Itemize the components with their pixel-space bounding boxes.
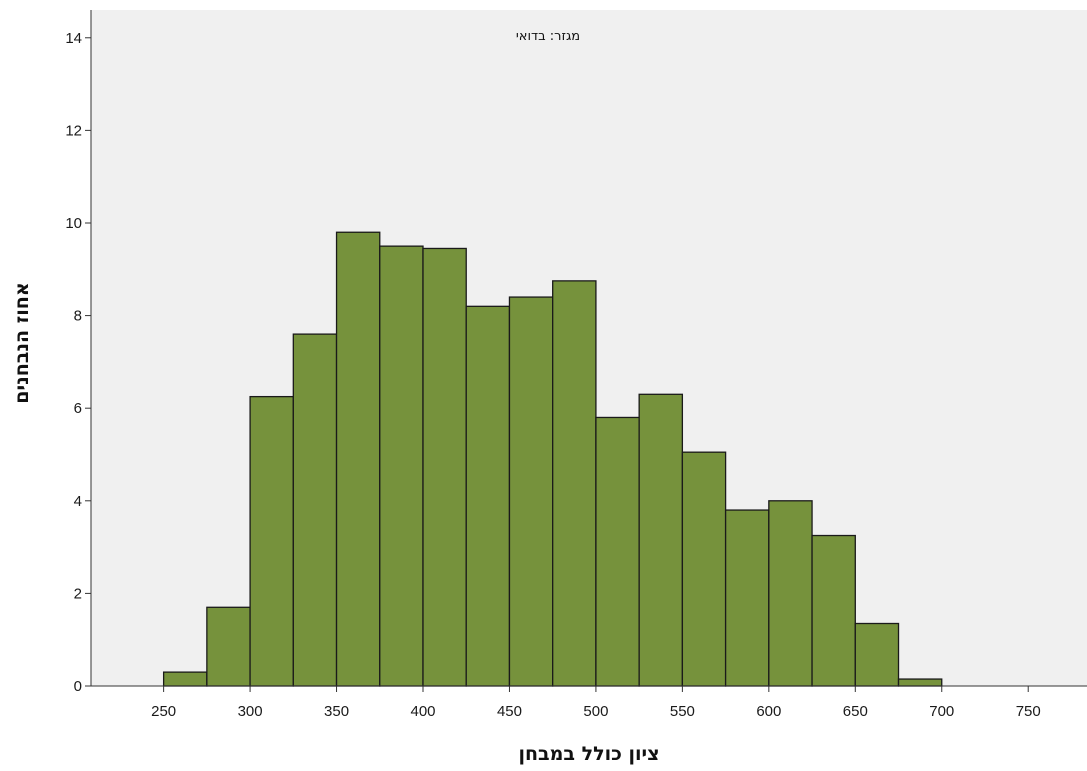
- x-tick-label: 500: [583, 703, 608, 720]
- y-tick-label: 2: [74, 585, 82, 602]
- x-tick-label: 750: [1016, 703, 1041, 720]
- histogram-bar: [768, 500, 813, 687]
- chart-title: מגזר: בדואי: [516, 29, 580, 44]
- histogram-bar: [811, 534, 856, 687]
- histogram-bar: [508, 296, 554, 687]
- histogram-bar: [897, 678, 943, 687]
- x-tick-label: 450: [497, 703, 522, 720]
- histogram-bar: [335, 231, 381, 687]
- histogram-bar: [379, 245, 424, 687]
- histogram-bar: [724, 509, 770, 687]
- y-tick-label: 0: [74, 678, 82, 695]
- histogram-bar: [552, 280, 597, 687]
- axes-group: 0 2 4 6 8 10 12 14 250 300 350 400 450 500 550 600 650 70…: [65, 10, 1087, 720]
- y-tick-label: 12: [65, 122, 82, 139]
- histogram-bar: [422, 247, 467, 687]
- y-tick-label: 6: [74, 400, 82, 417]
- histogram-bar: [206, 606, 251, 687]
- y-tick-label: 4: [74, 493, 82, 510]
- y-tick-label: 8: [74, 308, 82, 325]
- x-tick-label: 600: [756, 703, 781, 720]
- x-tick-label: 250: [151, 703, 176, 720]
- x-tick-label: 300: [238, 703, 263, 720]
- x-tick-label: 350: [324, 703, 349, 720]
- histogram-bar: [681, 451, 727, 687]
- y-tick-label: 10: [65, 215, 82, 232]
- histogram-bar: [249, 395, 294, 687]
- histogram-bar: [292, 333, 338, 687]
- x-tick-label: 550: [670, 703, 695, 720]
- histogram-bar: [595, 416, 640, 687]
- bars-group: [162, 231, 943, 687]
- histogram-bar: [465, 305, 511, 687]
- y-axis-title: אחוז הנבחנים: [11, 282, 33, 403]
- x-tick-label: 700: [929, 703, 954, 720]
- histogram-bar: [854, 622, 900, 687]
- x-tick-label: 400: [410, 703, 435, 720]
- x-axis-title: ציון כולל במבחן: [518, 743, 659, 765]
- histogram-bar: [162, 671, 208, 687]
- y-tick-label: 14: [65, 30, 82, 47]
- histogram-bar: [638, 393, 684, 687]
- x-tick-label: 650: [843, 703, 868, 720]
